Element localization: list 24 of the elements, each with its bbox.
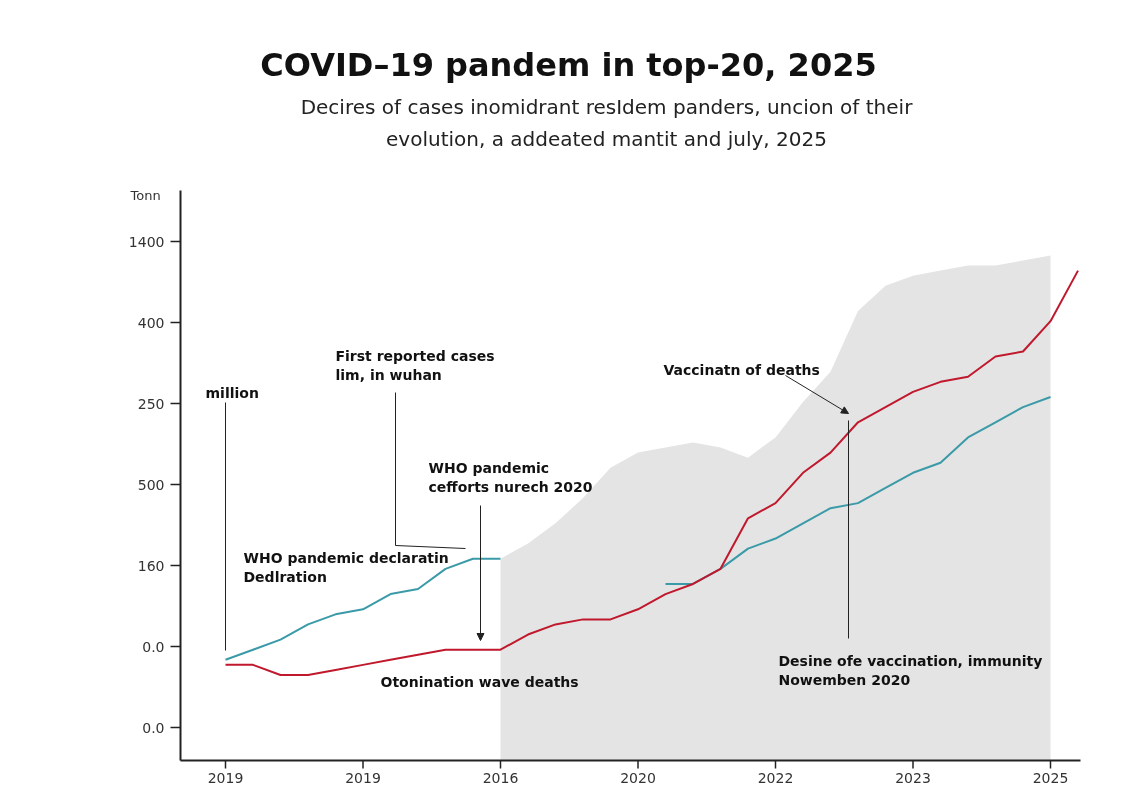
x-tick-label: 2020 [620,769,656,786]
x-tick-label: 2019 [345,769,381,786]
text: 0.0 [142,719,165,736]
x-tick-label: 2022 [757,769,794,786]
annotation: First reported cases lim, in wuhan [335,347,495,383]
text: 160 [137,557,165,574]
text: 500 [137,476,165,493]
chart-subtitle: Decires of cases inomidrant resIdem panders, uncion of their evolution, a addeated mantit and july, 2025 [300,94,914,151]
text: Tonn [129,187,161,203]
annotation: WHO pandemic declaratin Dedlration [243,549,449,585]
x-tick-label: 2019 [207,769,244,786]
annotation: Desine ofe vaccination, immunity Nowemben 2020 [778,652,1043,688]
x-tick-label: 2023 [895,769,931,786]
text: 1400 [128,233,165,250]
text: 400 [137,314,165,331]
annotation: WHO pandemic cefforts nurech 2020 [428,459,593,495]
annotation: Vaccinatn of deaths [663,361,820,378]
x-tick-label: 2025 [1032,769,1069,786]
text: 250 [137,395,165,412]
chart-title: COVID–19 pandem in top-20, 2025 [260,45,877,84]
annotation: million [205,384,259,401]
x-tick-label: 2016 [482,769,519,786]
text: 0.0 [142,638,165,655]
annotation: Otonination wave deaths [380,673,579,690]
